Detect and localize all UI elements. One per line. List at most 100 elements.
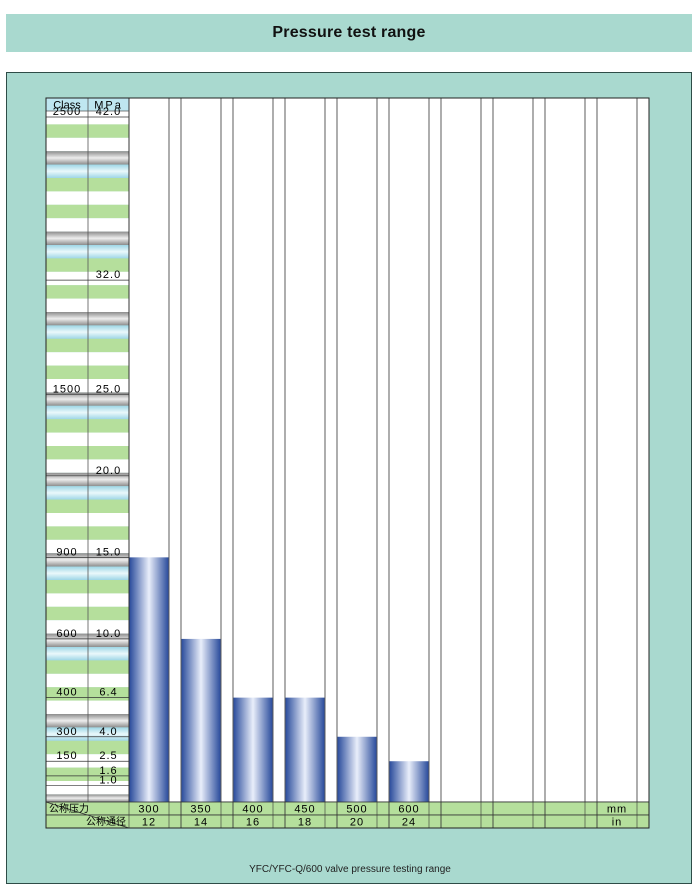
x-tick-in-label: 18: [298, 817, 312, 829]
axis-stripe: [46, 191, 129, 205]
axis-stripe: [46, 740, 129, 755]
footer-in-row: [45, 814, 650, 829]
axis-stripe: [46, 379, 129, 393]
axis-stripe: [46, 700, 129, 714]
y-tick-class-label: 400: [56, 687, 77, 699]
axis-stripe: [46, 298, 129, 312]
bar-300: [129, 557, 169, 802]
axis-stripe: [46, 432, 129, 446]
y-tick-mpa-label: 25.0: [96, 383, 121, 395]
y-tick-mpa-label: 32.0: [96, 269, 121, 281]
axis-stripe: [46, 365, 129, 379]
y-tick-mpa-label: 1.6: [99, 765, 117, 777]
bar-450: [285, 697, 325, 802]
axis-stripe: [46, 285, 129, 299]
bar-400: [233, 697, 273, 802]
bar-500: [337, 736, 377, 802]
axis-stripe: [46, 673, 129, 688]
y-tick-mpa-label: 1.0: [99, 775, 117, 787]
axis-stripe: [46, 111, 129, 125]
x-tick-in-label: 12: [142, 817, 156, 829]
x-tick-mm-label: 400: [242, 804, 263, 816]
y-tick-class-label: 150: [56, 750, 77, 762]
axis-stripe: [46, 419, 129, 433]
axis-stripe: [46, 459, 129, 473]
title-banner: Pressure test range: [6, 14, 692, 52]
y-tick-mpa-label: 42.0: [96, 106, 121, 118]
axis-stripe: [46, 794, 129, 802]
y-tick-mpa-label: 15.0: [96, 546, 121, 558]
y-tick-class-label: 900: [56, 546, 77, 558]
axis-stripe: [46, 553, 129, 567]
axis-stripe: [46, 499, 129, 513]
axis-stripe: [46, 178, 129, 192]
x-tick-mm-label: 500: [346, 804, 367, 816]
axis-stripe: [46, 539, 129, 554]
corner-diagonal: [45, 801, 130, 829]
axis-stripe: [46, 513, 129, 527]
table-frame: [45, 97, 650, 829]
x-tick-in-label: 16: [246, 817, 260, 829]
axis-stripe: [46, 620, 129, 634]
y-tick-mpa-label: 6.4: [99, 687, 117, 699]
footer-pressure-label: 公称压力: [49, 802, 89, 815]
axis-stripe: [46, 660, 129, 674]
class-header-label: Class: [53, 100, 81, 112]
x-tick-mm-label: 350: [190, 804, 211, 816]
axis-stripe: [46, 767, 129, 781]
axis-stripe: [46, 714, 129, 728]
axis-stripe: [46, 218, 129, 232]
axis-stripe: [46, 151, 129, 165]
x-tick-in-label: 20: [350, 817, 364, 829]
axis-stripe: [46, 687, 129, 701]
axis-header-bg: [46, 98, 129, 111]
axis-stripe: [46, 312, 129, 326]
axis-stripe: [46, 446, 129, 460]
axis-stripe: [46, 633, 129, 647]
axis-stripe: [46, 606, 129, 621]
y-tick-mpa-label: 4.0: [99, 726, 117, 738]
unit-mm-label: mm: [607, 804, 627, 816]
x-tick-mm-label: 300: [138, 804, 159, 816]
bar-600: [389, 761, 429, 802]
y-tick-class-label: 1500: [53, 383, 81, 395]
y-tick-class-label: 300: [56, 726, 77, 738]
x-tick-mm-label: 450: [294, 804, 315, 816]
footer-diameter-label: 公称通径: [86, 815, 126, 828]
axis-stripe: [46, 580, 129, 594]
axis-stripe: [46, 647, 129, 661]
axis-stripe: [46, 204, 129, 219]
axis-stripe: [46, 781, 129, 795]
y-tick-mpa-label: 20.0: [96, 465, 121, 477]
axis-stripe: [46, 258, 129, 272]
bar-350: [181, 638, 221, 802]
page-title: Pressure test range: [272, 24, 426, 41]
y-tick-class-label: 600: [56, 628, 77, 640]
x-tick-in-label: 24: [402, 817, 416, 829]
axis-stripe: [46, 352, 129, 366]
axis-stripe: [46, 338, 129, 353]
x-tick-in-label: 14: [194, 817, 208, 829]
axis-stripe: [46, 271, 129, 286]
axis-stripe: [46, 137, 129, 152]
x-tick-mm-label: 600: [398, 804, 419, 816]
axis-stripe: [46, 124, 129, 138]
y-tick-class-label: 2500: [53, 106, 81, 118]
axis-stripe: [46, 231, 129, 245]
y-tick-mpa-label: 2.5: [99, 750, 117, 762]
axis-stripe: [46, 727, 129, 741]
axis-stripe: [46, 593, 129, 607]
chart-caption: YFC/YFC-Q/600 valve pressure testing ran…: [249, 864, 451, 875]
axis-stripe: [46, 164, 129, 178]
y-tick-mpa-label: 10.0: [96, 628, 121, 640]
axis-stripe: [46, 325, 129, 339]
axis-stripe: [46, 526, 129, 540]
mpa-header-label: MPa: [94, 100, 123, 112]
axis-stripe: [46, 486, 129, 500]
axis-stripe: [46, 392, 129, 406]
axis-stripe: [46, 245, 129, 259]
axis-stripe: [46, 405, 129, 420]
axis-stripe: [46, 566, 129, 580]
unit-in-label: in: [612, 817, 623, 829]
